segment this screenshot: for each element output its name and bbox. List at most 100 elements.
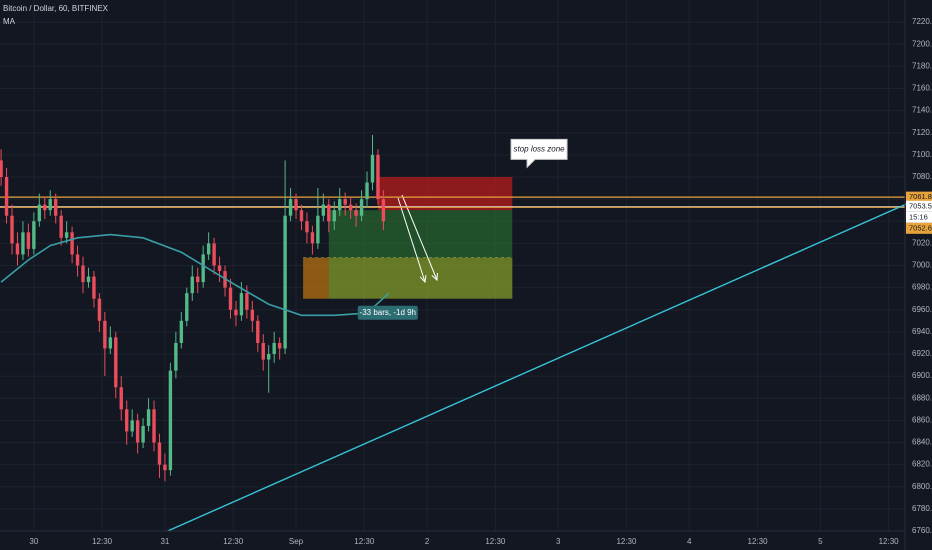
candle-body (201, 254, 205, 283)
candle-body (206, 243, 211, 255)
candle-body (92, 276, 96, 299)
candle-body (32, 221, 36, 249)
candle-body (130, 420, 134, 432)
y-tick-label: 7200.0 (912, 39, 932, 48)
y-tick-label: 7160.0 (912, 84, 932, 93)
candle-body (135, 420, 140, 443)
y-tick-label: 6900.0 (912, 371, 932, 380)
candle-body (146, 409, 151, 426)
candle-body (250, 309, 255, 321)
stop-zone (377, 177, 513, 211)
price-line-label-box (906, 191, 932, 203)
price-line-label: 7052.6 (909, 223, 932, 232)
candle-body (228, 287, 233, 310)
arrow-head (431, 272, 438, 282)
candle-body (152, 409, 156, 443)
candle-body (196, 276, 200, 283)
candle-body (277, 342, 282, 349)
arrow (397, 197, 426, 283)
indicator-label: MA (3, 17, 16, 26)
x-tick-label: 12:30 (616, 537, 637, 546)
callout-text: stop loss zone (513, 144, 565, 153)
candle-body (54, 199, 58, 216)
y-tick-label: 6840.0 (912, 438, 932, 447)
position-label: -33 bars, -1d 9h (360, 308, 416, 317)
candle-body (185, 293, 189, 321)
y-tick-label: 6800.0 (912, 482, 932, 491)
candle-body (321, 204, 326, 216)
candle-body (114, 337, 118, 388)
candle-body (239, 293, 244, 316)
candle-body (283, 215, 287, 349)
candle-body (59, 215, 63, 238)
candle-body (310, 232, 315, 244)
candle-body (261, 342, 265, 360)
candle-body (348, 204, 353, 211)
x-tick-label: 3 (556, 537, 561, 546)
candle-body (354, 210, 358, 216)
candle-body (174, 342, 178, 371)
price-line-label: 7061.8 (909, 192, 932, 201)
x-tick-label: 2 (425, 537, 430, 546)
y-tick-label: 7020.0 (912, 238, 932, 247)
candle-body (103, 320, 107, 349)
countdown-label-box (906, 211, 932, 223)
candle-body (168, 370, 173, 471)
y-tick-label: 7180.0 (912, 61, 932, 70)
candle-body (81, 265, 85, 283)
candle-body (256, 320, 260, 343)
y-tick-label: 7100.0 (912, 150, 932, 159)
x-tick-label: 5 (818, 537, 823, 546)
candle-body (64, 232, 69, 238)
candle-body (212, 243, 216, 266)
countdown-label: 15:16 (909, 212, 928, 221)
y-tick-label: 6980.0 (912, 283, 932, 292)
position-label-box (357, 305, 418, 320)
plot (0, 134, 932, 532)
candle-body (4, 177, 9, 216)
candle-body (125, 409, 129, 432)
chart-title: Bitcoin / Dollar, 60, BITFINEX (3, 4, 109, 13)
candle-body (190, 276, 194, 294)
last-price-label: 7053.5 (909, 201, 932, 210)
y-tick-label: 6940.0 (912, 327, 932, 336)
entry-zone (303, 257, 329, 299)
y-tick-label: 6860.0 (912, 415, 932, 424)
y-tick-label: 6920.0 (912, 349, 932, 358)
price-line-label-box (906, 222, 932, 234)
y-tick-label: 7140.0 (912, 106, 932, 115)
target-zone-inner (303, 257, 513, 299)
candle-body (179, 320, 184, 343)
candle-body (376, 154, 380, 200)
candle-body (327, 204, 331, 222)
candle-body (15, 243, 20, 255)
arrow (401, 194, 438, 281)
x-tick-label: 12:30 (92, 537, 113, 546)
x-tick-label: 12:30 (223, 537, 244, 546)
x-tick-label: 31 (160, 537, 169, 546)
candle-body (381, 199, 386, 222)
candle-body (217, 265, 222, 272)
candle-body (26, 232, 31, 249)
candle-body (48, 199, 52, 211)
last-price-label-box (906, 200, 932, 212)
callout (510, 138, 568, 169)
y-tick-label: 6960.0 (912, 305, 932, 314)
grid (0, 0, 905, 532)
ma-line (0, 233, 390, 317)
candle-body (234, 309, 238, 316)
candle-body (97, 298, 102, 321)
candle-body (370, 154, 375, 183)
candle-body (365, 182, 369, 200)
x-tick-label: 4 (687, 537, 692, 546)
candle-body (305, 221, 309, 233)
x-tick-label: 12:30 (748, 537, 769, 546)
y-tick-label: 7000.0 (912, 261, 932, 270)
candle-body (338, 199, 342, 211)
candle-body (86, 276, 91, 283)
candle-body (21, 232, 25, 255)
y-tick-label: 7080.0 (912, 172, 932, 181)
candle-body (294, 199, 298, 211)
candle-body (10, 215, 14, 244)
